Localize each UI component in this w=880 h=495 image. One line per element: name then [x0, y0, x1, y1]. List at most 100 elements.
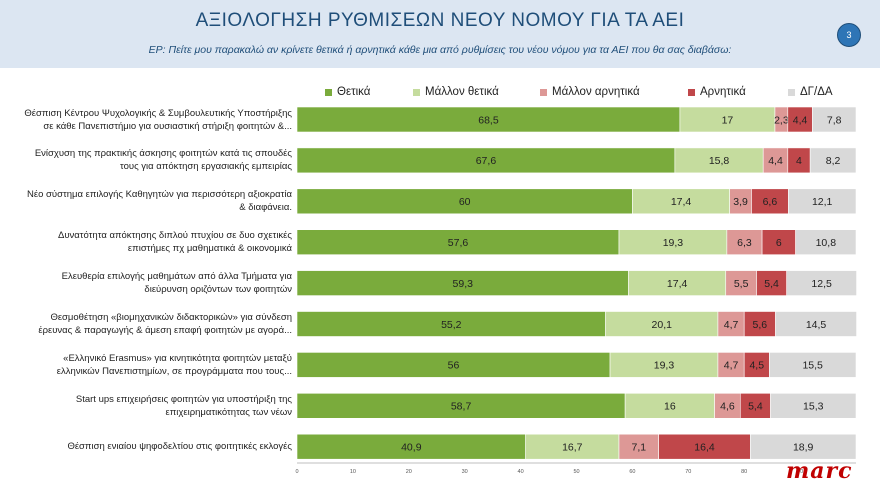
- bar-segment: [296, 147, 676, 174]
- x-tick-label: 0: [295, 469, 298, 475]
- data-label: 40,9: [401, 442, 422, 454]
- data-label: 17,4: [671, 196, 692, 208]
- data-label: 6,3: [737, 237, 752, 249]
- category-label: «Ελληνικό Erasmus» για κινητικότητα φοιτ…: [0, 352, 292, 378]
- data-label: 5,4: [764, 278, 779, 290]
- category-label-line: σε κάθε Πανεπιστήμιο για ουσιαστική στήρ…: [43, 120, 292, 132]
- category-label-line: διεύρυνση οριζόντων των φοιτητών: [144, 284, 292, 296]
- category-label-line: Start ups επιχειρήσεις φοιτητών για υποσ…: [75, 393, 292, 405]
- category-label-line: ελληνικών Πανεπιστημίων, σε προγράμματα …: [56, 365, 292, 377]
- data-label: 16,4: [694, 442, 715, 454]
- data-label: 16,7: [562, 442, 583, 454]
- category-label: Ενίσχυση της πρακτικής άσκησης φοιτητών …: [0, 147, 292, 173]
- data-label: 7,1: [632, 442, 647, 454]
- bar-segment: [628, 270, 727, 296]
- data-label: 17: [722, 114, 734, 126]
- data-label: 5,5: [734, 278, 749, 290]
- category-label: Νέο σύστημα επιλογής Καθηγητών για περισ…: [0, 188, 292, 214]
- data-label: 19,3: [654, 360, 675, 372]
- data-label: 19,3: [663, 237, 684, 249]
- bar-segment: [296, 433, 526, 460]
- category-label-line: Δυνατότητα απόκτησης διπλού πτυχίου σε δ…: [57, 230, 292, 242]
- category-label-line: επιχειρηματικότητας των νέων: [165, 406, 292, 418]
- bar-segment: [717, 352, 745, 378]
- x-tick-label: 30: [462, 469, 468, 475]
- bar-segment: [618, 229, 728, 255]
- category-label: Ελευθερία επιλογής μαθημάτων από άλλα Τμ…: [0, 270, 292, 296]
- data-label: 12,5: [811, 278, 832, 290]
- legend-swatch: [540, 89, 547, 96]
- bar-segment: [296, 106, 681, 133]
- bar-segment: [296, 352, 611, 378]
- data-label: 2,3: [774, 114, 789, 126]
- data-label: 60: [459, 196, 471, 208]
- x-tick-label: 20: [406, 469, 412, 475]
- data-label: 18,9: [793, 442, 814, 454]
- data-label: 4,6: [720, 401, 735, 413]
- legend-swatch: [413, 89, 420, 96]
- category-label-line: επιστήμες πχ μαθηματικά & οικονομικά: [127, 243, 292, 255]
- page-number-badge: 3: [837, 23, 861, 47]
- bar-segment: [761, 229, 796, 255]
- bar-segment: [632, 188, 730, 215]
- category-label-line: Νέο σύστημα επιλογής Καθηγητών για περισ…: [27, 189, 292, 201]
- bar-segment: [739, 392, 771, 419]
- category-label-line: έρευνας & παραγωγής & άμεση επαφή φοιτητ…: [38, 325, 292, 336]
- bar-segment: [296, 270, 629, 296]
- legend-label: Αρνητικά: [700, 86, 746, 98]
- data-label: 15,5: [802, 360, 823, 372]
- bar-segment: [770, 392, 857, 419]
- x-tick-label: 40: [518, 469, 524, 475]
- data-label: 5,4: [748, 401, 763, 413]
- category-label-line: Θέσπιση Κέντρου Ψυχολογικής & Συμβουλευτ…: [24, 107, 292, 119]
- bar-segment: [725, 270, 757, 296]
- bar-segment: [762, 147, 789, 174]
- data-label: 15,8: [709, 155, 730, 167]
- category-label: Θέσπιση ενιαίου ψηφοδελτίου στις φοιτητι…: [0, 440, 292, 453]
- bar-segment: [787, 106, 813, 133]
- data-label: 17,4: [667, 278, 688, 290]
- data-label: 10,8: [816, 237, 837, 249]
- legend-swatch: [688, 89, 695, 96]
- bar-segment: [624, 392, 715, 419]
- data-label: 5,6: [753, 319, 768, 331]
- bar-segment: [769, 352, 857, 378]
- legend-label: Μάλλον αρνητικά: [552, 86, 640, 98]
- legend-label: Θετικά: [337, 86, 371, 98]
- data-label: 4,7: [724, 360, 739, 372]
- data-label: 4,7: [724, 319, 739, 331]
- category-label-line: Ενίσχυση της πρακτικής άσκησης φοιτητών …: [34, 148, 292, 160]
- x-tick-label: 60: [629, 469, 635, 475]
- bar-segment: [296, 311, 606, 337]
- data-label: 6: [776, 237, 782, 249]
- x-tick-label: 80: [741, 469, 747, 475]
- bar-segment: [726, 229, 763, 255]
- bar-segment: [812, 106, 857, 133]
- bar-segment: [743, 311, 776, 337]
- data-label: 20,1: [652, 319, 673, 331]
- data-label: 14,5: [806, 319, 827, 331]
- legend-swatch: [788, 89, 795, 96]
- data-label: 3,9: [733, 196, 748, 208]
- x-tick-label: 90: [797, 469, 803, 475]
- marc-logo: marc: [786, 458, 853, 484]
- question-subtitle: ΕΡ: Πείτε μου παρακαλώ αν κρίνετε θετικά…: [148, 44, 732, 56]
- data-label: 57,6: [448, 237, 469, 249]
- data-label: 58,7: [451, 401, 472, 413]
- bar-segment: [795, 229, 857, 255]
- data-label: 59,3: [453, 278, 474, 290]
- header-band: ΑΞΙΟΛΟΓΗΣΗ ΡΥΘΜΙΣΕΩΝ ΝΕΟΥ ΝΟΜΟΥ ΓΙΑ ΤΑ Α…: [0, 0, 880, 68]
- data-label: 16: [664, 401, 676, 413]
- bar-segment: [743, 352, 770, 378]
- x-tick-label: 70: [685, 469, 691, 475]
- data-label: 6,6: [763, 196, 778, 208]
- category-label: Θέσπιση Κέντρου Ψυχολογικής & Συμβουλευτ…: [0, 107, 292, 133]
- x-tick-label: 10: [350, 469, 356, 475]
- bar-segment: [756, 270, 787, 296]
- bar-segment: [618, 433, 659, 460]
- data-label: 67,6: [476, 155, 497, 167]
- bar-segment: [717, 311, 745, 337]
- category-label-line: «Ελληνικό Erasmus» για κινητικότητα φοιτ…: [63, 352, 292, 364]
- bar-segment: [750, 433, 857, 460]
